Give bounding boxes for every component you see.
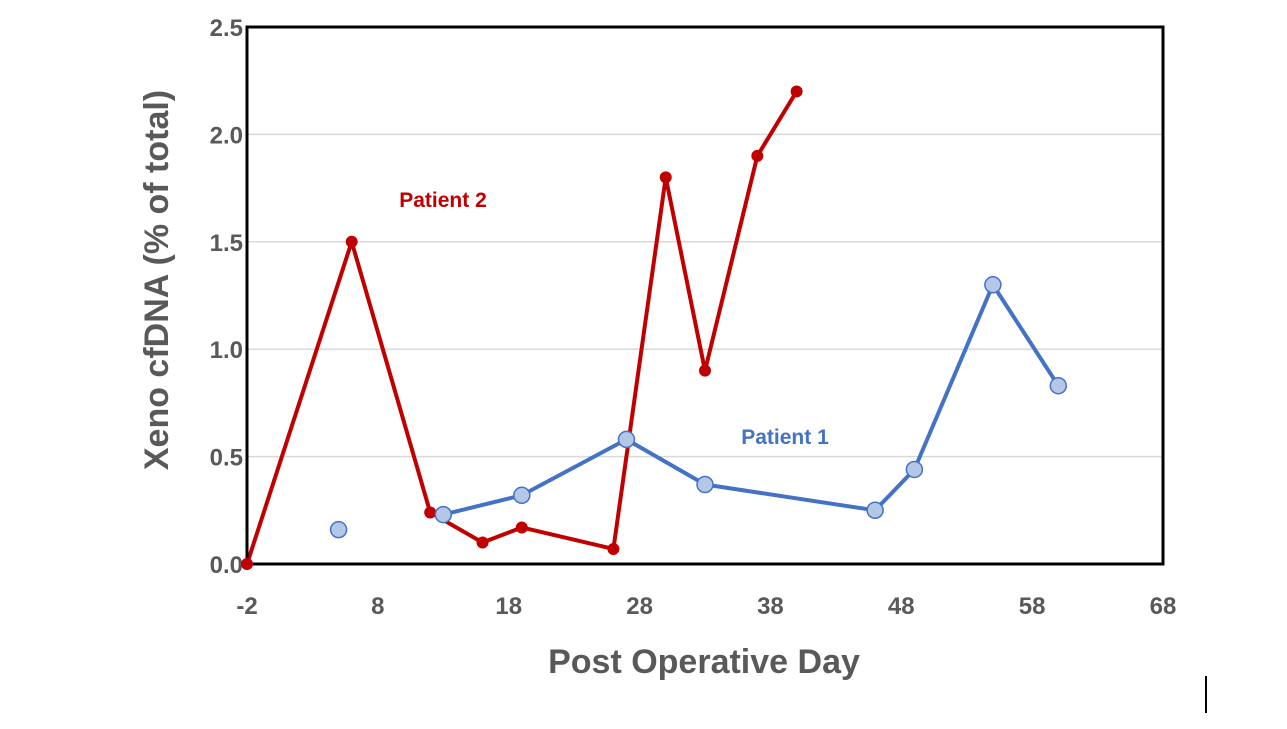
x-tick-label: 58: [1019, 593, 1046, 620]
points-layer: [241, 85, 1068, 570]
series-line-patient-2: [245, 90, 799, 565]
x-tick-label: 48: [888, 593, 915, 620]
data-point-patient-2: [241, 558, 253, 570]
data-point-patient-1: [696, 475, 714, 494]
x-tick-label: 18: [495, 593, 522, 620]
x-tick-label: 28: [626, 593, 653, 620]
data-point-patient-2: [476, 536, 489, 549]
data-point-patient-1: [434, 505, 453, 524]
data-point-patient-2: [607, 542, 620, 555]
x-tick-label: 38: [757, 593, 784, 620]
y-tick-label: 0.0: [210, 552, 243, 579]
text-cursor: [1205, 676, 1207, 713]
data-point-patient-1: [513, 486, 531, 505]
y-tick-label: 2.5: [210, 15, 243, 42]
series-line-patient-1: [442, 282, 1060, 517]
data-point-patient-2: [659, 171, 672, 184]
data-point-patient-1: [866, 501, 884, 520]
data-point-patient-2: [790, 85, 803, 98]
data-point-patient-2: [424, 506, 437, 519]
y-tick-labels: 0.0 0.5 1.0 1.5 2.0 2.5: [210, 15, 243, 579]
plot-frame: [245, 25, 1165, 566]
data-point-patient-1: [984, 276, 1002, 294]
y-tick-label: 0.5: [210, 445, 243, 472]
gridlines: [247, 133, 1163, 458]
y-tick-label: 1.5: [210, 230, 243, 257]
data-point-patient-2: [751, 149, 764, 162]
x-tick-label: 68: [1150, 593, 1177, 620]
x-axis-title: Post Operative Day: [548, 643, 860, 681]
series-layer: [245, 90, 1060, 565]
data-point-patient-1: [905, 460, 924, 479]
data-point-patient-1: [1049, 376, 1068, 395]
y-axis-title: Xeno cfDNA (% of total): [138, 90, 176, 470]
y-tick-label: 2.0: [210, 122, 243, 149]
data-point-patient-2: [515, 521, 528, 534]
data-point-patient-2: [345, 235, 358, 248]
x-tick-labels: -2 8 18 28 38 48 58 68: [236, 593, 1176, 620]
data-point-patient-1: [329, 520, 348, 539]
y-tick-label: 1.0: [210, 337, 243, 364]
x-tick-label: 8: [371, 593, 384, 620]
data-point-patient-1: [617, 430, 636, 449]
series-label-patient-2: Patient 2: [399, 189, 487, 212]
x-tick-label: -2: [236, 593, 257, 620]
series-label-patient-1: Patient 1: [741, 426, 829, 449]
data-point-patient-2: [699, 364, 711, 377]
